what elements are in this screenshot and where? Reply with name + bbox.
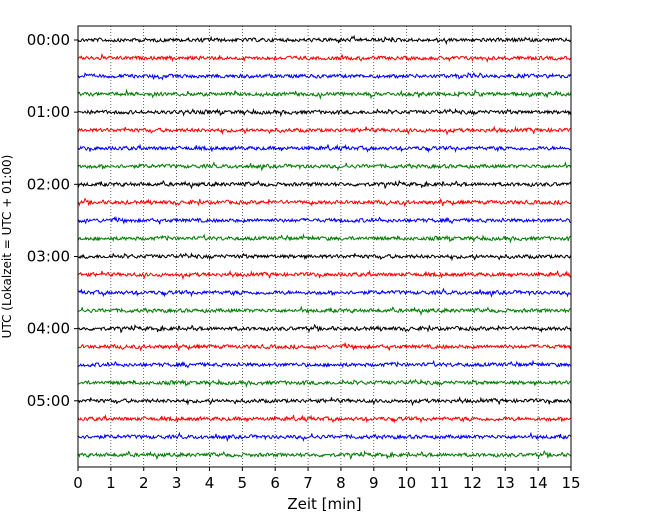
traces [77, 34, 572, 461]
trace-line [77, 233, 572, 244]
x-tick-label: 15 [561, 474, 580, 492]
y-axis-label: UTC (Lokalzeit = UTC + 01:00) [0, 155, 14, 339]
x-tick-label: 0 [73, 474, 83, 492]
trace-line [77, 342, 572, 352]
x-tick-label: 6 [270, 474, 280, 492]
y-tick-label: 04:00 [27, 320, 70, 338]
trace-line [77, 197, 572, 208]
trace-line [77, 161, 572, 172]
x-tick-label: 12 [463, 474, 482, 492]
x-tick-label: 8 [336, 474, 346, 492]
x-tick-label: 11 [430, 474, 449, 492]
trace-line [77, 125, 572, 136]
y-tick-label: 03:00 [27, 247, 70, 265]
plot-frame [77, 25, 572, 468]
y-tick-label: 00:00 [27, 31, 70, 49]
trace-line [77, 269, 572, 281]
x-axis-ticks: 0 1 2 3 4 5 6 7 8 9 10 11 12 13 14 15 [73, 467, 581, 492]
trace-line [77, 143, 572, 154]
trace-line [77, 88, 572, 100]
trace-line [77, 431, 572, 443]
x-tick-label: 2 [139, 474, 149, 492]
x-tick-label: 5 [238, 474, 248, 492]
trace-line [77, 449, 572, 461]
trace-line [77, 215, 572, 225]
trace-line [77, 72, 572, 81]
trace-line [77, 305, 572, 316]
trace-line [77, 396, 572, 407]
x-tick-label: 13 [496, 474, 515, 492]
trace-line [77, 52, 572, 63]
trace-line [77, 287, 572, 298]
trace-line [78, 107, 572, 118]
trace-line [77, 34, 572, 46]
trace-line [77, 378, 572, 388]
x-tick-label: 7 [303, 474, 313, 492]
x-tick-label: 4 [205, 474, 215, 492]
x-tick-label: 14 [529, 474, 548, 492]
y-tick-label: 05:00 [27, 392, 70, 410]
x-tick-label: 9 [369, 474, 379, 492]
trace-line [77, 179, 572, 190]
y-tick-label: 01:00 [27, 103, 70, 121]
x-tick-label: 3 [172, 474, 182, 492]
x-tick-label: 1 [106, 474, 116, 492]
trace-line [77, 414, 572, 424]
trace-line [77, 252, 572, 262]
y-axis-ticks: 00:00 01:00 02:00 03:00 04:00 05:00 [27, 31, 78, 410]
trace-line [77, 359, 572, 369]
x-axis-label: Zeit [min] [287, 495, 361, 513]
trace-line [77, 323, 572, 334]
y-tick-label: 02:00 [27, 175, 70, 193]
x-tick-label: 10 [397, 474, 416, 492]
